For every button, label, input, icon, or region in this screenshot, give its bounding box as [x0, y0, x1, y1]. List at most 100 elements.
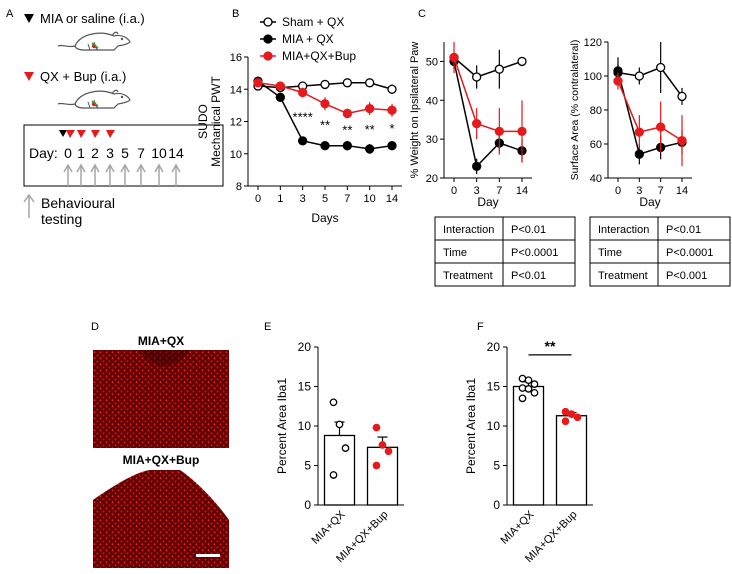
y-axis-label: Percent Area Iba1: [464, 378, 478, 474]
legend-label-sham-qx: Sham + QX: [282, 15, 344, 29]
y-tick-label-10: 10: [298, 419, 312, 433]
stats-tables: Interaction P<0.01 Time P<0.0001 Treatment P<…: [434, 216, 731, 287]
timeline-box: [23, 124, 224, 187]
x-tick-label-1: 1: [277, 193, 283, 205]
injection-bup-icon-3: [106, 130, 115, 138]
y-tick-label-5: 5: [304, 459, 311, 473]
legend-mia-saline: MIA or saline (i.a.): [40, 11, 145, 26]
day-tick-3: 3: [106, 145, 114, 161]
point-mia-bup-1: [472, 118, 482, 129]
x-tick-label-7: 7: [658, 185, 664, 197]
legend-marker-mia-qx-bup: [263, 51, 273, 61]
bar-mia-qx: [323, 434, 356, 506]
x-tick-label-mia-qx: MIA+QX: [499, 508, 538, 547]
micrograph-shade-1: [140, 350, 190, 366]
point-mia-qx-6: [387, 141, 397, 151]
y-tick-label-16: 16: [230, 52, 242, 64]
x-tick-label-3: 3: [474, 185, 480, 197]
day-tick-7: 7: [137, 145, 145, 161]
data-point-mia-qx-bup-3: [561, 417, 570, 426]
significance-5: **: [320, 118, 330, 133]
y-tick-label-12: 12: [230, 117, 242, 129]
testing-arrow-icon-2: [90, 163, 100, 186]
stats-table-1: [434, 216, 576, 287]
point-mia-qx-1: [275, 92, 285, 102]
data-point-mia-qx-bup-2: [573, 413, 582, 422]
panel-label-f: F: [477, 321, 484, 333]
legend-qx-bup: QX + Bup (i.a.): [40, 69, 126, 84]
series-line-mia: [617, 70, 683, 156]
y-tick-label-0: 0: [493, 498, 500, 512]
point-mia-1: [634, 149, 644, 159]
table-label-2-interaction: Interaction: [598, 224, 649, 236]
series-line-mia-bup: [617, 80, 683, 142]
x-tick-label-0: 0: [615, 185, 621, 197]
table-value-2-interaction: P<0.01: [666, 224, 701, 236]
point-mia-qx-bup-6: [387, 105, 397, 115]
x-tick-label-0: 0: [451, 185, 457, 197]
testing-arrow-icon-7: [136, 163, 146, 186]
micrograph-background: [93, 470, 229, 520]
y-axis-label: Percent Area Iba1: [275, 378, 289, 474]
bar-mia-qx: [512, 385, 545, 506]
point-mia-bup-0: [613, 76, 623, 86]
injection-mia-icon: [59, 130, 67, 137]
day-label: Day:: [29, 145, 58, 161]
table-label-1-treatment: Treatment: [443, 270, 493, 282]
testing-arrow-icon-5: [120, 163, 130, 186]
x-tick-label-14: 14: [516, 185, 528, 197]
panel-label-e: E: [264, 321, 271, 333]
y-tick-label-100: 100: [584, 71, 602, 83]
table-value-1-interaction: P<0.01: [511, 224, 546, 236]
injection-bup-icon-2: [91, 130, 100, 138]
x-tick-label-5: 5: [322, 193, 328, 205]
table-label-1-interaction: Interaction: [443, 224, 494, 236]
point-sham-qx-5: [365, 78, 375, 88]
point-sham-qx-6: [387, 84, 397, 94]
point-mia-qx-bup-2: [298, 87, 308, 98]
testing-arrow-icon-14: [171, 163, 181, 186]
day-tick-0: 0: [64, 145, 72, 161]
data-point-mia-qx-6: [518, 394, 527, 403]
point-mia-qx-4: [342, 141, 352, 151]
point-sham-2: [656, 62, 666, 73]
significance-7: **: [342, 123, 352, 138]
point-sham-2: [494, 64, 504, 74]
day-tick-5: 5: [121, 145, 129, 161]
stats-table-2: [589, 216, 731, 287]
x-tick-label-10: 10: [364, 193, 376, 205]
y-tick-label-40: 40: [426, 95, 438, 107]
point-sham-1: [634, 71, 644, 81]
rat-icon-2: [57, 89, 131, 109]
black-triangle-icon: [24, 14, 34, 23]
point-mia-qx-3: [320, 141, 330, 151]
data-point-mia-qx-3: [329, 471, 338, 479]
data-point-mia-qx-bup-3: [372, 461, 381, 470]
legend-label-mia-qx: MIA + QX: [282, 32, 334, 46]
legend-arrow-icon: [23, 193, 35, 218]
point-mia-bup-0: [449, 52, 459, 63]
injection-bup-icon-1: [77, 130, 86, 138]
data-point-mia-qx-1: [524, 376, 533, 385]
table-value-2-treatment: P<0.001: [666, 270, 707, 282]
y-tick-label-0: 0: [304, 498, 311, 512]
panel-label-c: C: [418, 8, 426, 20]
x-tick-label-7: 7: [344, 193, 350, 205]
micrograph-label-1: MIA+QX: [138, 334, 184, 348]
timeline: 0 1 2 3 5 7 10 14: [59, 130, 184, 186]
y-tick-label-30: 30: [426, 134, 438, 146]
x-axis-label: Day: [639, 195, 660, 209]
table-value-1-treatment: P<0.01: [511, 270, 546, 282]
y-axis-label-0: % Weight on Ipsilateral Paw: [409, 42, 421, 179]
day-tick-14: 14: [168, 145, 184, 161]
point-mia-qx-bup-0: [253, 78, 263, 88]
y-tick-label-20: 20: [298, 340, 312, 354]
point-sham-qx-4: [342, 78, 352, 88]
chart-c2: 40 60 80 100 120 0 3 7 14 Day Surface Area (% cont…: [569, 37, 692, 209]
y-tick-label-15: 15: [487, 380, 501, 394]
point-mia-qx-bup-4: [342, 108, 352, 119]
x-tick-label-0: 0: [255, 193, 261, 205]
data-point-mia-qx-bup-0: [372, 423, 381, 432]
